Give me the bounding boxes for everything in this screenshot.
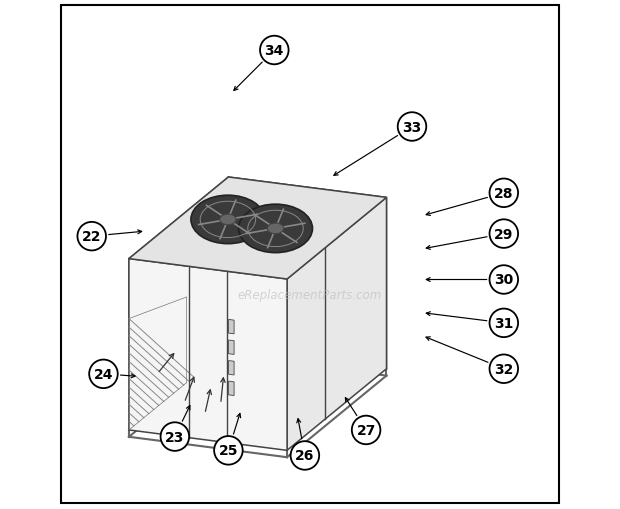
Polygon shape [129,259,287,450]
Polygon shape [229,381,234,396]
Ellipse shape [267,223,284,234]
Text: 29: 29 [494,227,513,241]
Circle shape [352,416,381,444]
Text: 28: 28 [494,186,513,201]
Circle shape [490,355,518,383]
Circle shape [260,37,288,65]
Text: 22: 22 [82,230,102,244]
Text: 23: 23 [165,430,185,444]
Circle shape [214,436,242,465]
Circle shape [161,422,189,451]
Circle shape [291,441,319,470]
Text: 34: 34 [265,44,284,58]
Polygon shape [129,178,386,279]
Polygon shape [228,178,386,369]
Text: 26: 26 [295,448,314,463]
Circle shape [397,113,427,142]
Text: 30: 30 [494,273,513,287]
Text: 33: 33 [402,120,422,134]
Polygon shape [229,341,234,355]
Circle shape [490,309,518,337]
Text: eReplacementParts.com: eReplacementParts.com [238,289,382,302]
Text: 31: 31 [494,316,513,330]
Text: 32: 32 [494,362,513,376]
Circle shape [490,220,518,248]
Polygon shape [229,361,234,375]
Polygon shape [229,320,234,334]
Text: 25: 25 [219,443,238,458]
Ellipse shape [239,205,312,253]
Text: 24: 24 [94,367,113,381]
Circle shape [78,222,106,251]
Circle shape [490,179,518,208]
Ellipse shape [191,196,265,244]
Polygon shape [287,198,386,450]
Text: 27: 27 [356,423,376,437]
Ellipse shape [219,215,236,225]
Circle shape [89,360,118,388]
Polygon shape [129,178,228,430]
Circle shape [490,266,518,294]
